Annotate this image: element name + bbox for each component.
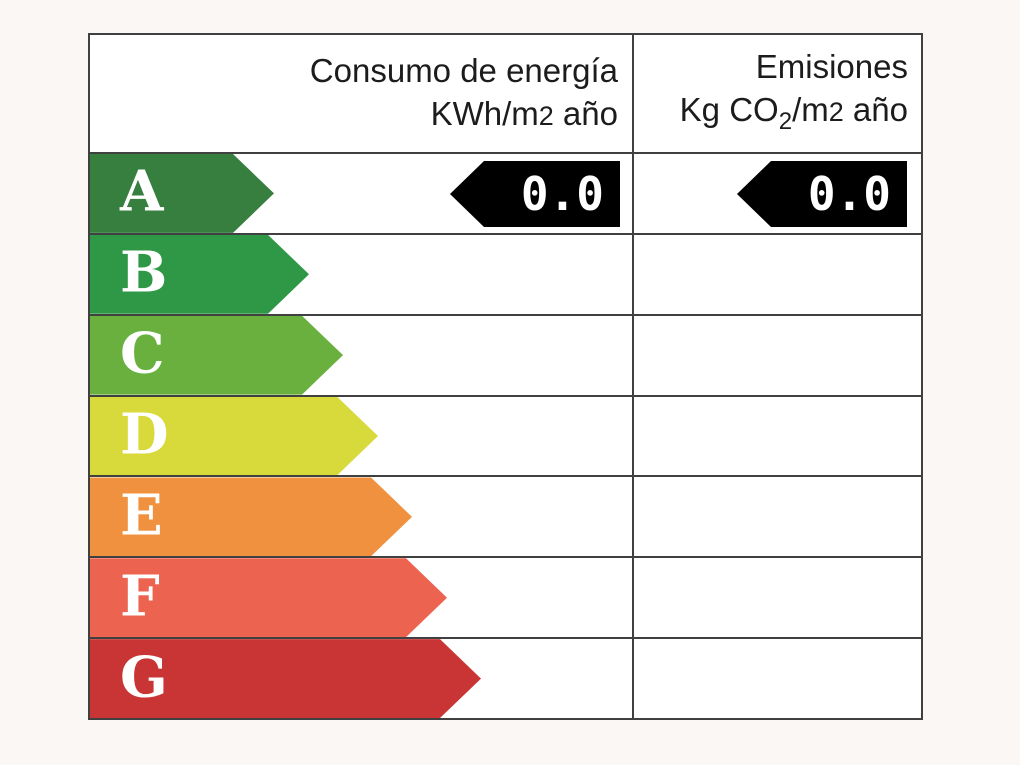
emissions-indicator-arrow: 0.0: [737, 161, 907, 227]
rating-row-f: F: [90, 556, 921, 638]
consumption-unit-exponent: 2: [538, 101, 554, 131]
rating-row-e: E: [90, 475, 921, 557]
consumption-value: 0.0: [520, 167, 604, 221]
emissions-unit-suffix: año: [843, 90, 908, 128]
consumption-title: Consumo de energía: [309, 52, 618, 89]
table-header: Consumo de energía KWh/m2 año Emisiones …: [90, 35, 921, 152]
rating-row-a: A 0.0 0.0: [90, 152, 921, 233]
header-consumption: Consumo de energía KWh/m2 año: [90, 35, 634, 152]
rating-letter-c: C: [120, 320, 165, 387]
rating-letter-b: B: [120, 239, 168, 306]
rating-arrow-f: F: [90, 558, 447, 637]
emissions-unit-exponent: 2: [828, 96, 844, 127]
emissions-unit-subscript: 2: [778, 107, 793, 135]
rating-arrow-g: G: [90, 639, 481, 718]
emissions-title: Emisiones: [755, 47, 908, 85]
emissions-unit-prefix: Kg CO: [679, 90, 779, 128]
rating-row-b: B: [90, 232, 921, 314]
rating-arrow-b: B: [90, 235, 309, 314]
emissions-value: 0.0: [807, 167, 891, 221]
rating-arrow-c: C: [90, 316, 343, 395]
rating-row-d: D: [90, 394, 921, 476]
rating-letter-e: E: [120, 482, 163, 549]
emissions-unit-mid: /m: [792, 90, 829, 128]
rating-row-g: G: [90, 637, 921, 719]
energy-rating-table: Consumo de energía KWh/m2 año Emisiones …: [88, 33, 923, 720]
rating-letter-a: A: [120, 158, 164, 225]
header-emissions: Emisiones Kg CO2/m2 año: [634, 35, 921, 152]
consumption-indicator-arrow: 0.0: [450, 161, 620, 227]
consumption-unit: KWh/m2 año: [431, 92, 618, 138]
rating-letter-f: F: [120, 563, 160, 630]
consumption-unit-prefix: KWh/m: [430, 95, 539, 132]
rating-arrow-d: D: [90, 397, 378, 476]
rating-row-c: C: [90, 313, 921, 395]
rating-arrow-e: E: [90, 477, 412, 556]
rating-arrow-a: A: [90, 154, 274, 233]
rating-letter-g: G: [120, 643, 168, 710]
column-divider: [632, 35, 634, 718]
rating-letter-d: D: [120, 401, 169, 468]
consumption-unit-suffix: año: [553, 95, 618, 132]
emissions-unit: Kg CO2/m2 año: [680, 88, 908, 143]
